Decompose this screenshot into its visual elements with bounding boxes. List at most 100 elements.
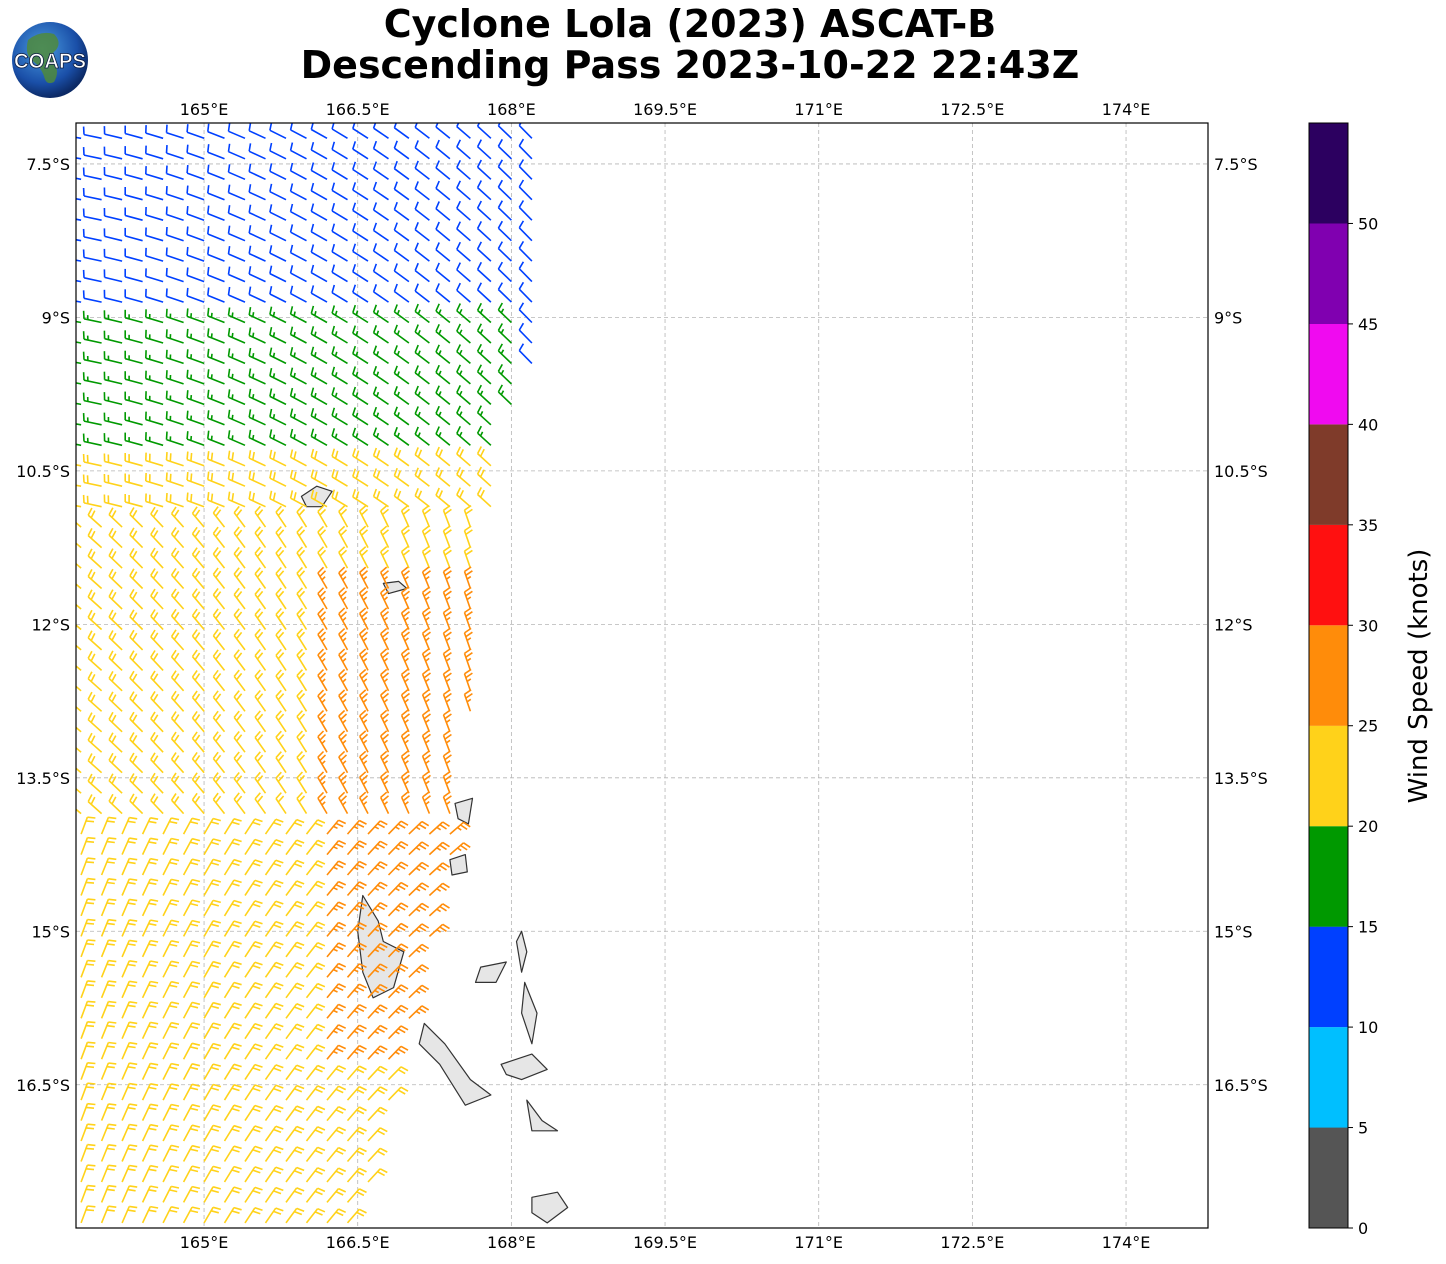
wind-barb bbox=[191, 588, 205, 610]
wind-barb bbox=[285, 859, 305, 876]
wind-barb bbox=[285, 1207, 305, 1224]
lat-label-right: 16.5°S bbox=[1214, 1076, 1268, 1095]
wind-barb bbox=[82, 351, 102, 365]
lat-label-left: 9°S bbox=[42, 308, 70, 327]
wind-barb bbox=[165, 267, 184, 283]
wind-barb bbox=[207, 164, 225, 181]
wind-barb bbox=[305, 860, 326, 876]
wind-barb bbox=[358, 709, 369, 733]
wind-barb bbox=[80, 1143, 96, 1162]
wind-barb bbox=[456, 364, 471, 385]
wind-barb bbox=[103, 330, 123, 344]
wind-barb bbox=[150, 527, 164, 549]
wind-barb bbox=[456, 487, 471, 508]
map-background bbox=[76, 123, 1208, 1228]
wind-barb bbox=[76, 157, 82, 160]
wind-barb bbox=[207, 144, 225, 160]
wind-barb bbox=[186, 390, 205, 406]
wind-barb bbox=[497, 123, 512, 139]
wind-barb bbox=[186, 308, 205, 324]
wind-barb bbox=[435, 344, 451, 365]
wind-barb bbox=[165, 308, 184, 324]
wind-barb bbox=[100, 816, 117, 835]
wind-barb bbox=[124, 166, 143, 181]
wind-barb bbox=[463, 689, 473, 712]
wind-barb bbox=[275, 546, 287, 569]
island bbox=[449, 854, 468, 876]
wind-barb bbox=[317, 587, 328, 610]
wind-barb bbox=[82, 126, 102, 140]
wind-barb bbox=[331, 141, 348, 160]
wind-barb bbox=[244, 1125, 263, 1142]
lon-label-bottom: 168°E bbox=[487, 1233, 536, 1252]
wind-barb bbox=[108, 691, 123, 712]
title-line-2: Descending Pass 2023-10-22 22:43Z bbox=[300, 43, 1080, 87]
wind-barb bbox=[310, 469, 328, 487]
wind-barb bbox=[80, 1082, 96, 1101]
wind-barb bbox=[182, 1103, 201, 1121]
coaps-logo: COAPS bbox=[12, 22, 88, 98]
wind-barb bbox=[103, 166, 123, 181]
wind-barb bbox=[305, 982, 326, 999]
wind-barb bbox=[145, 288, 164, 303]
wind-barb bbox=[421, 689, 431, 712]
wind-barb bbox=[456, 139, 471, 160]
wind-barb bbox=[289, 367, 307, 385]
wind-barb bbox=[248, 368, 266, 385]
wind-barb bbox=[497, 343, 512, 364]
wind-barb bbox=[227, 205, 246, 221]
wind-barb bbox=[150, 793, 164, 815]
wind-barb bbox=[76, 746, 82, 753]
wind-barb bbox=[254, 710, 267, 733]
wind-barb bbox=[76, 361, 82, 365]
wind-barb bbox=[289, 449, 307, 467]
wind-barb bbox=[393, 406, 410, 426]
wind-barb bbox=[121, 980, 138, 999]
wind-barb bbox=[76, 562, 82, 569]
wind-barb bbox=[244, 838, 263, 856]
wind-barb bbox=[165, 165, 184, 181]
wind-barb bbox=[100, 1205, 117, 1224]
wind-barb bbox=[421, 607, 431, 630]
wind-barb bbox=[76, 664, 82, 672]
wind-barb bbox=[372, 140, 389, 160]
wind-barb bbox=[254, 505, 267, 528]
wind-barb bbox=[285, 962, 305, 978]
wind-barb bbox=[442, 689, 452, 712]
wind-barb bbox=[227, 184, 246, 201]
island bbox=[515, 930, 528, 973]
wind-barb bbox=[387, 1066, 409, 1081]
wind-barb bbox=[203, 1022, 222, 1040]
wind-barb bbox=[121, 939, 138, 958]
wind-barb bbox=[400, 607, 411, 630]
wind-barb bbox=[372, 161, 389, 180]
wind-barb bbox=[212, 588, 226, 610]
wind-barb bbox=[212, 649, 226, 671]
wind-barb bbox=[518, 302, 533, 324]
wind-barb bbox=[285, 1146, 305, 1162]
wind-barb bbox=[145, 268, 164, 283]
wind-barb bbox=[223, 879, 242, 896]
wind-barb bbox=[331, 346, 348, 365]
wind-barb bbox=[170, 629, 185, 651]
wind-barb bbox=[76, 787, 82, 794]
colorbar-frame bbox=[1308, 122, 1349, 1229]
wind-barb bbox=[372, 304, 389, 324]
colorbar-bin bbox=[1309, 926, 1348, 1028]
wind-barb bbox=[518, 281, 533, 303]
wind-barb bbox=[124, 432, 143, 447]
wind-barb bbox=[456, 200, 471, 221]
wind-barb bbox=[103, 433, 123, 447]
wind-barb bbox=[414, 221, 430, 242]
wind-barb bbox=[248, 388, 266, 406]
wind-barb bbox=[223, 1022, 242, 1040]
wind-barb bbox=[76, 504, 82, 508]
wind-barb bbox=[182, 1042, 201, 1060]
wind-barb bbox=[129, 711, 144, 733]
wind-barb bbox=[310, 244, 328, 262]
wind-barb bbox=[289, 306, 307, 324]
wind-barb bbox=[145, 166, 164, 181]
wind-barb bbox=[150, 506, 164, 528]
wind-barb bbox=[379, 607, 390, 630]
wind-barb bbox=[296, 546, 308, 569]
